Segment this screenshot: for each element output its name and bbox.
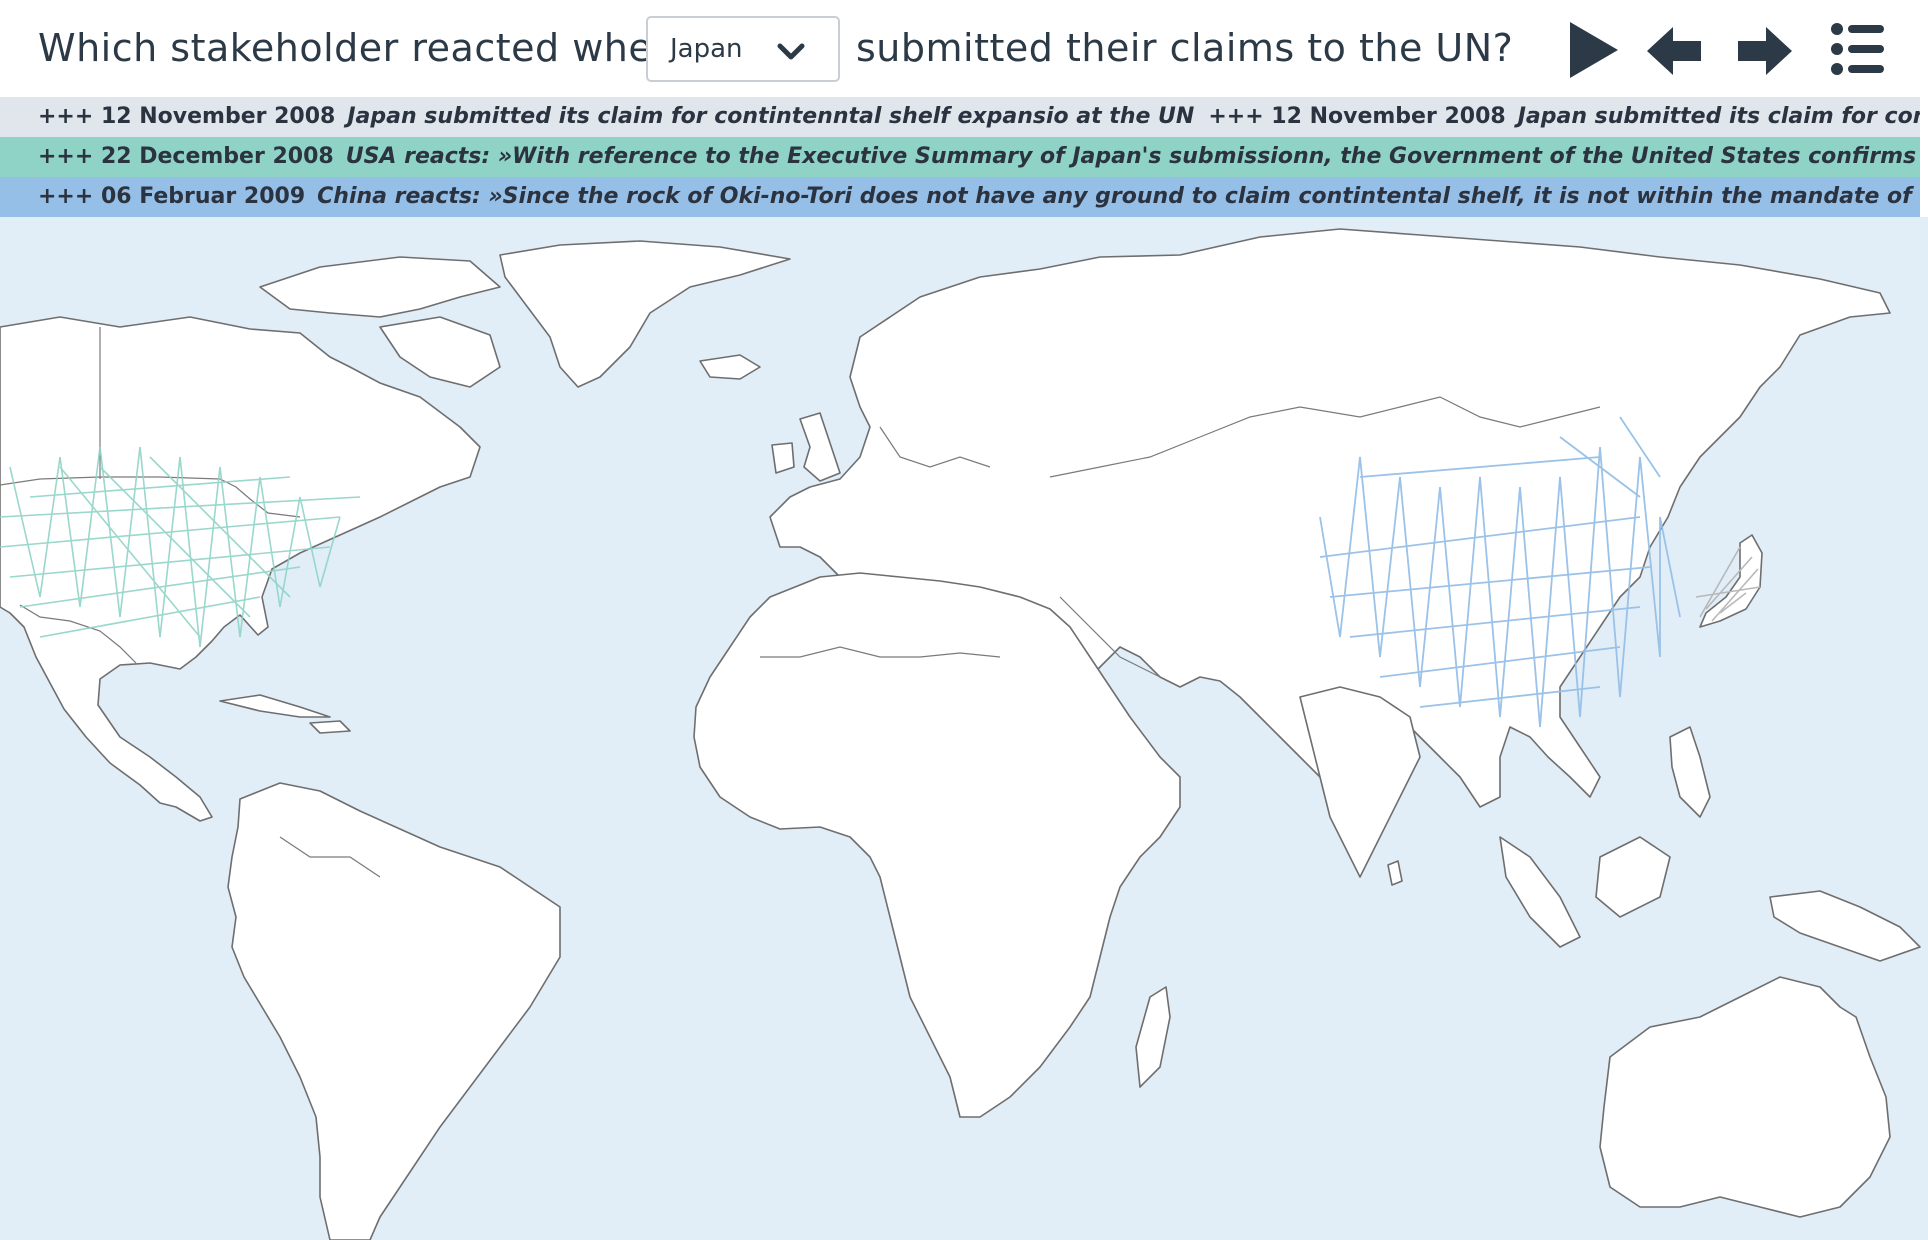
world-map — [0, 217, 1928, 1240]
ticker-message: China reacts: »Since the rock of Oki-no-… — [317, 184, 1920, 209]
next-button[interactable] — [1736, 26, 1794, 76]
ticker-row-china: +++ 06 Februar 2009 China reacts: »Since … — [0, 177, 1920, 217]
border-south-america — [279, 836, 381, 878]
hatch-china-scribble — [1319, 416, 1681, 728]
hatch-usa-scribble — [0, 446, 361, 648]
border-usa-mexico — [19, 604, 137, 664]
continent-south-america[interactable] — [227, 782, 561, 1240]
highlight-usa[interactable] — [0, 446, 361, 648]
question-suffix: submitted their claims to the UN? — [856, 26, 1514, 70]
continent-australia[interactable] — [1599, 976, 1891, 1218]
play-button[interactable] — [1566, 18, 1620, 82]
ticker-date: +++ 06 Februar 2009 — [38, 184, 306, 209]
question-prefix: Which stakeholder reacted when — [38, 26, 677, 70]
ticker-date: +++ 12 November 2008 — [38, 104, 336, 129]
country-greenland[interactable] — [499, 240, 791, 388]
country-japan[interactable] — [1699, 534, 1763, 628]
highlight-japan[interactable] — [1695, 546, 1761, 622]
continent-north-america[interactable] — [0, 316, 481, 822]
ticker-message-repeat: Japan submitted its claim for contintenn… — [1517, 104, 1920, 129]
arrow-left-icon — [1647, 27, 1701, 75]
island-britain[interactable] — [799, 412, 841, 482]
list-button[interactable] — [1830, 22, 1886, 76]
island-borneo[interactable] — [1595, 836, 1671, 918]
island-madagascar[interactable] — [1135, 986, 1171, 1088]
country-india[interactable] — [1299, 686, 1421, 878]
continent-africa[interactable] — [693, 572, 1181, 1118]
highlight-china[interactable] — [1319, 416, 1681, 728]
borders-middle-east — [1059, 596, 1161, 678]
island-cuba[interactable] — [219, 694, 331, 718]
island-ireland[interactable] — [771, 442, 795, 474]
chevron-down-icon — [776, 40, 806, 64]
ticker-row-submission: +++ 12 November 2008 Japan submitted its … — [0, 97, 1920, 137]
country-select[interactable]: Japan — [646, 16, 840, 82]
ticker-message: Japan submitted its claim for contintenn… — [347, 104, 1195, 129]
borders-asia — [1049, 396, 1601, 478]
previous-button[interactable] — [1645, 26, 1703, 76]
ticker-date: +++ 22 December 2008 — [38, 144, 334, 169]
ticker-date-repeat: +++ 12 November 2008 — [1208, 104, 1506, 129]
question-header: Which stakeholder reacted when Japan sub… — [0, 0, 1928, 96]
play-icon — [1570, 22, 1618, 78]
hatch-japan-scribble — [1695, 546, 1761, 622]
island-baffin[interactable] — [379, 316, 501, 388]
country-select-value: Japan — [670, 34, 743, 64]
island-sumatra[interactable] — [1499, 836, 1581, 948]
borders-africa — [760, 646, 1001, 658]
island-sri-lanka[interactable] — [1387, 860, 1403, 886]
ticker-row-usa: +++ 22 December 2008 USA reacts: »With re… — [0, 137, 1920, 177]
region-canadian-arctic[interactable] — [259, 256, 501, 318]
world-map-svg — [0, 228, 1921, 1240]
border-usa-canada — [0, 476, 301, 518]
island-hispaniola[interactable] — [309, 720, 351, 734]
island-iceland[interactable] — [699, 354, 761, 380]
ticker-message: USA reacts: »With reference to the Execu… — [345, 144, 1920, 169]
borders-europe — [879, 426, 991, 468]
list-icon — [1831, 23, 1884, 75]
islands-philippines[interactable] — [1669, 726, 1711, 818]
island-new-guinea[interactable] — [1769, 890, 1921, 962]
arrow-right-icon — [1738, 27, 1792, 75]
